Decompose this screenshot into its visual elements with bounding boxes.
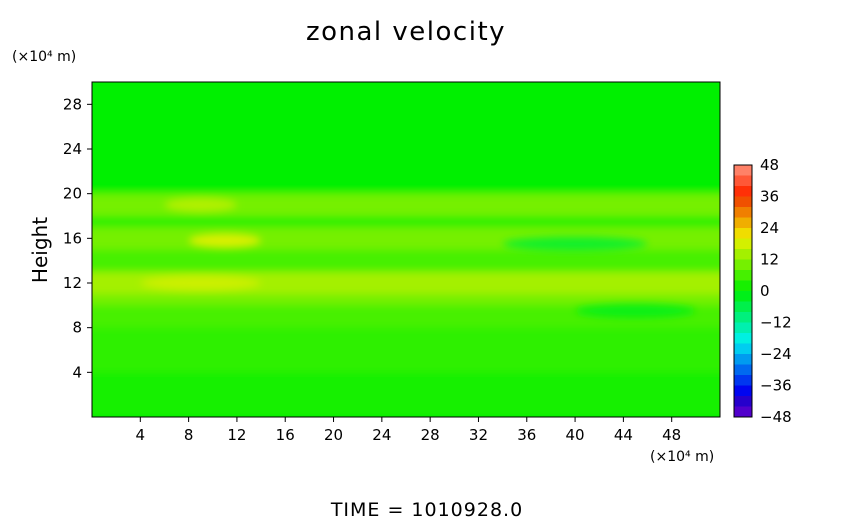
colorbar-swatch bbox=[734, 196, 752, 207]
colorbar-swatch bbox=[734, 175, 752, 186]
velocity-layer-8 bbox=[92, 193, 720, 216]
velocity-layers bbox=[92, 82, 720, 417]
velocity-feature-0 bbox=[188, 233, 262, 248]
y-axis-label: Height bbox=[28, 217, 52, 283]
y-tick-label: 24 bbox=[63, 140, 82, 158]
velocity-layer-7 bbox=[92, 216, 720, 228]
x-tick-label: 28 bbox=[421, 426, 440, 444]
y-tick-label: 12 bbox=[63, 274, 82, 292]
x-tick-label: 40 bbox=[566, 426, 585, 444]
x-tick-label: 48 bbox=[662, 426, 681, 444]
colorbar-swatch bbox=[734, 354, 752, 365]
colorbar-tick-label: −12 bbox=[760, 314, 792, 332]
colorbar-swatch bbox=[734, 322, 752, 333]
colorbar-swatch bbox=[734, 291, 752, 302]
velocity-layer-0 bbox=[92, 372, 720, 417]
velocity-features bbox=[140, 197, 696, 318]
y-axis: 4 8 12 16 20 24 28 bbox=[63, 95, 92, 381]
colorbar-tick-label: 24 bbox=[760, 219, 779, 237]
colorbar-swatch bbox=[734, 217, 752, 228]
velocity-layer-2 bbox=[92, 305, 720, 328]
colorbar-swatch bbox=[734, 333, 752, 344]
x-tick-label: 8 bbox=[184, 426, 194, 444]
colorbar-swatch bbox=[734, 280, 752, 291]
y-tick-label: 28 bbox=[63, 95, 82, 113]
velocity-feature-1 bbox=[140, 276, 262, 290]
colorbar-tick-label: −24 bbox=[760, 345, 792, 363]
colorbar-swatch bbox=[734, 396, 752, 407]
colorbar-swatch bbox=[734, 375, 752, 386]
colorbar-tick-label: 48 bbox=[760, 156, 779, 174]
x-tick-label: 16 bbox=[276, 426, 295, 444]
chart-title: zonal velocity bbox=[306, 17, 506, 47]
colorbar-swatch bbox=[734, 228, 752, 239]
velocity-feature-4 bbox=[575, 303, 696, 318]
y-tick-label: 20 bbox=[63, 185, 82, 203]
y-axis-unit: (×10⁴ m) bbox=[12, 49, 76, 65]
colorbar-tick-label: 36 bbox=[760, 188, 779, 206]
velocity-feature-3 bbox=[502, 236, 648, 251]
x-tick-label: 44 bbox=[614, 426, 633, 444]
colorbar-swatch bbox=[734, 385, 752, 396]
velocity-layer-1 bbox=[92, 327, 720, 373]
velocity-layer-5 bbox=[92, 249, 720, 272]
x-tick-label: 20 bbox=[324, 426, 343, 444]
x-axis: 4 8 12 16 20 24 28 32 36 40 44 48 bbox=[136, 417, 681, 444]
colorbar-swatch bbox=[734, 207, 752, 218]
x-tick-label: 4 bbox=[136, 426, 146, 444]
y-tick-label: 4 bbox=[72, 363, 82, 381]
colorbar-swatch bbox=[734, 186, 752, 197]
x-tick-label: 24 bbox=[372, 426, 391, 444]
x-tick-label: 32 bbox=[469, 426, 488, 444]
y-tick-label: 8 bbox=[72, 319, 82, 337]
velocity-layer-9 bbox=[92, 82, 720, 194]
colorbar-tick-label: 12 bbox=[760, 251, 779, 269]
colorbar-frame bbox=[733, 164, 753, 418]
plot-area bbox=[92, 82, 720, 417]
x-tick-label: 36 bbox=[517, 426, 536, 444]
plot-frame bbox=[91, 81, 721, 418]
colorbar-tick-label: 0 bbox=[760, 282, 770, 300]
colorbar-swatch bbox=[734, 312, 752, 323]
x-axis-unit: (×10⁴ m) bbox=[650, 449, 714, 465]
colorbar-swatch bbox=[734, 249, 752, 260]
colorbar-swatch bbox=[734, 343, 752, 354]
colorbar: 48 36 24 12 0 −12 −24 −36 −48 bbox=[733, 156, 792, 426]
colorbar-swatch bbox=[734, 165, 752, 176]
colorbar-swatch bbox=[734, 238, 752, 249]
colorbar-swatch bbox=[734, 270, 752, 281]
colorbar-swatch bbox=[734, 406, 752, 417]
x-tick-label: 12 bbox=[227, 426, 246, 444]
y-tick-label: 16 bbox=[63, 229, 82, 247]
colorbar-swatch bbox=[734, 259, 752, 270]
colorbar-swatch bbox=[734, 364, 752, 375]
velocity-feature-2 bbox=[164, 197, 237, 212]
velocity-layer-3 bbox=[92, 294, 720, 306]
time-label: TIME = 1010928.0 bbox=[330, 499, 523, 519]
colorbar-tick-label: −48 bbox=[760, 408, 792, 426]
colorbar-swatch bbox=[734, 301, 752, 312]
colorbar-tick-label: −36 bbox=[760, 377, 792, 395]
velocity-layer-4 bbox=[92, 271, 720, 295]
